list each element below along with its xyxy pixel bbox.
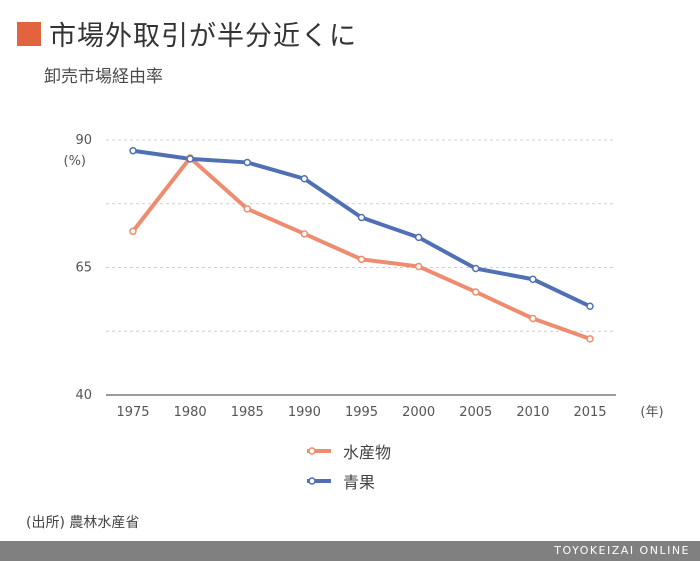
y-tick-label-2: 40 [75,388,92,403]
footer-bar: TOYOKEIZAI ONLINE [0,541,700,561]
x-tick-label-4: 1995 [345,405,378,420]
series-1-point-0 [129,227,137,236]
legend-marker-series-2 [307,477,331,485]
series-2-point-8 [586,302,594,311]
legend-item-series-2: 青果 [305,466,391,496]
series-1-point-5 [414,262,423,271]
source-note: (出所) 農林水産省 [26,515,140,531]
x-tick-label-1: 1980 [174,405,207,420]
series-2-point-6 [472,264,480,273]
y-tick-label-0: 90 [75,133,92,148]
series-1-point-3 [300,230,309,238]
legend-marker-series-1 [307,447,331,455]
series-2-point-7 [529,275,537,283]
chart-title: 市場外取引が半分近くに [49,21,357,52]
y-tick-label-1: 65 [75,261,92,276]
series-line-2 [131,148,592,309]
series-1-point-2 [243,205,251,213]
legend-item-series-1: 水産物 [305,436,391,466]
legend-label-series-1: 水産物 [343,443,392,462]
x-tick-label-2: 1985 [231,405,264,420]
x-tick-label-8: 2015 [573,405,606,420]
line-chart: 90 65 40 (%) 1975 1980 1985 1990 1995 2000 2005 201… [64,133,664,420]
series-2-point-3 [300,175,309,183]
series-line-1 [131,155,592,341]
series-2-point-2 [243,158,251,167]
x-unit-label: (年) [640,405,663,420]
series-1-point-4 [357,255,366,264]
chart-subtitle: 卸売市場経由率 [44,67,163,87]
series-2-point-0 [129,146,137,155]
title-row: 市場外取引が半分近くに [17,14,357,53]
legend-label-series-2: 青果 [343,473,376,492]
x-tick-label-7: 2010 [516,405,549,420]
title-accent-square [17,21,41,46]
legend: 水産物 青果 [305,436,391,496]
series-1-point-7 [529,314,537,323]
x-tick-label-0: 1975 [116,405,149,420]
series-2-point-5 [414,233,423,242]
x-tick-label-6: 2005 [459,405,492,420]
y-unit-label: (%) [64,154,87,169]
series-1-point-8 [586,335,594,343]
series-1-point-6 [472,288,480,296]
series-2-point-4 [357,213,366,222]
x-tick-label-5: 2000 [402,405,435,420]
footer-brand: TOYOKEIZAI ONLINE [554,544,690,557]
x-tick-label-3: 1990 [288,405,321,420]
series-2-point-1 [186,155,194,163]
